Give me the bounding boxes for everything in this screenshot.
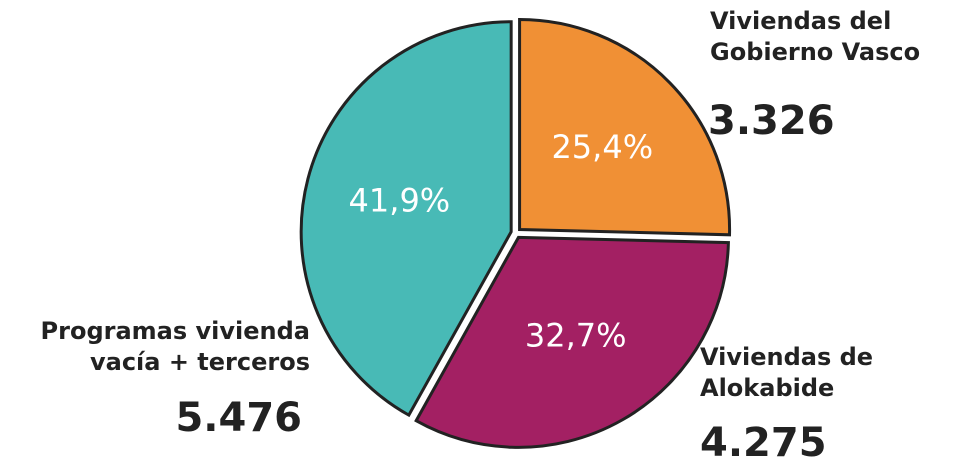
pie-slice bbox=[299, 20, 513, 418]
pie-slice bbox=[414, 235, 730, 449]
category-label: Viviendas del Gobierno Vasco bbox=[710, 7, 921, 66]
category-label: Programas vivienda vacía + terceros bbox=[40, 317, 310, 376]
percent-label: 32,7% bbox=[525, 317, 627, 355]
count-label: 4.275 bbox=[700, 420, 827, 466]
percent-label: 25,4% bbox=[551, 128, 653, 166]
count-label: 5.476 bbox=[175, 395, 302, 441]
percent-label: 41,9% bbox=[349, 182, 451, 220]
pie-slice bbox=[518, 18, 732, 237]
category-label: Viviendas de Alokabide bbox=[700, 343, 874, 402]
count-label: 3.326 bbox=[708, 98, 835, 144]
